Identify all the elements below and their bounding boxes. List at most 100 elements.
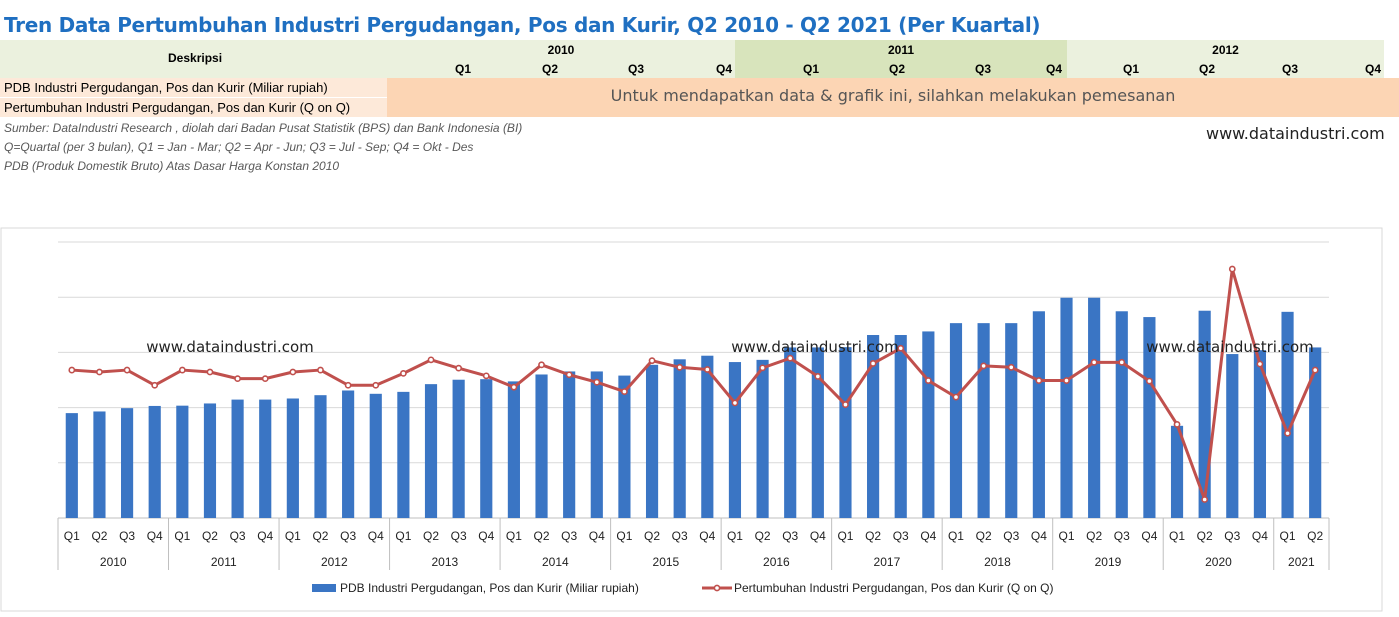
year-tick-label: 2021 — [1288, 555, 1315, 569]
table-row-label: Pertumbuhan Industri Pergudangan, Pos da… — [0, 98, 387, 117]
growth-point — [234, 375, 241, 383]
growth-point — [1035, 377, 1043, 384]
quarter-label: Q4 — [1365, 62, 1382, 76]
quarter-tick-label: Q2 — [202, 529, 218, 543]
x-axis: Q1 Q2 Q3 Q4 Q1 Q2 Q3 Q4 Q1 Q2 Q3 Q4 Q1 Q2 Q3 Q4 Q1 Q2 Q3 Q4… — [57, 518, 1330, 570]
quarter-tick-label: Q1 — [64, 529, 80, 543]
quarter-label: Q2 — [889, 62, 906, 76]
pdb-bar — [65, 413, 78, 518]
year-tick-label: 2011 — [211, 555, 237, 569]
legend-bar-swatch — [312, 584, 336, 592]
year-label: 2010 — [547, 43, 575, 57]
quarter-label: Q4 — [1046, 62, 1063, 76]
pdb-bar — [1226, 354, 1239, 518]
pdb-bar — [1309, 347, 1322, 518]
pdb-bar — [1032, 311, 1045, 518]
pdb-bar — [977, 323, 990, 518]
growth-point — [869, 360, 877, 367]
growth-point — [68, 366, 76, 374]
quarter-tick-label: Q3 — [451, 529, 467, 543]
pdb-bar — [176, 405, 189, 518]
pdb-bar — [480, 379, 493, 518]
growth-point — [759, 364, 766, 372]
quarter-tick-label: Q2 — [755, 529, 771, 543]
quarter-tick-label: Q1 — [174, 529, 190, 543]
quarter-tick-label: Q2 — [312, 529, 328, 543]
pdb-bar — [673, 359, 686, 518]
legend-bar-label: PDB Industri Pergudangan, Pos dan Kurir … — [340, 581, 639, 595]
quarter-label: Q1 — [455, 62, 472, 76]
year-header-2010: 2010 Q1 Q2 Q3 Q4 — [387, 40, 735, 78]
year-tick-label: 2017 — [874, 555, 901, 569]
pdb-bar — [949, 323, 963, 518]
pdb-bar — [1060, 297, 1073, 518]
quarter-tick-label: Q4 — [589, 529, 605, 543]
growth-point — [1118, 358, 1126, 366]
pdb-bar — [1115, 311, 1128, 518]
quarter-tick-label: Q4 — [1141, 529, 1157, 543]
quarter-tick-label: Q2 — [1086, 529, 1102, 543]
quarter-tick-label: Q2 — [644, 529, 660, 543]
quarter-tick-label: Q4 — [368, 529, 384, 543]
quarter-label: Q4 — [716, 62, 733, 76]
growth-point — [1090, 358, 1098, 366]
quarter-tick-label: Q3 — [340, 529, 356, 543]
order-message-band: Untuk mendapatkan data & grafik ini, sil… — [387, 78, 1399, 117]
quarter-label: Q3 — [975, 62, 992, 76]
description-header: Deskripsi — [168, 51, 223, 65]
quarter-tick-label: Q4 — [810, 529, 826, 543]
pdb-bar — [397, 391, 410, 518]
year-tick-label: 2018 — [984, 555, 1011, 569]
pdb-bar — [590, 371, 603, 518]
year-tick-label: 2012 — [321, 555, 348, 569]
year-header-2011: 2011 Q1 Q2 Q3 Q4 — [735, 40, 1067, 78]
quarter-label: Q2 — [542, 62, 559, 76]
growth-point — [455, 364, 463, 372]
growth-point — [648, 357, 656, 365]
pdb-bar — [1253, 350, 1267, 518]
chart-watermark: www.dataindustri.com — [1146, 338, 1314, 356]
quarter-tick-label: Q3 — [119, 529, 135, 543]
growth-point — [924, 377, 932, 384]
pdb-bar — [894, 335, 907, 518]
pdb-bar — [452, 379, 465, 518]
quarter-tick-label: Q4 — [699, 529, 715, 543]
line-series — [68, 265, 1319, 503]
quarter-label: Q3 — [628, 62, 645, 76]
pdb-bar — [867, 335, 880, 518]
growth-point — [178, 366, 186, 374]
quarter-label: Q3 — [1282, 62, 1299, 76]
quarter-tick-label: Q1 — [727, 529, 743, 543]
quarter-note: Q=Quartal (per 3 bulan), Q1 = Jan - Mar;… — [4, 140, 474, 154]
pdb-bar — [839, 347, 852, 518]
quarter-tick-label: Q1 — [285, 529, 301, 543]
quarter-tick-label: Q2 — [865, 529, 881, 543]
growth-point — [1063, 377, 1070, 384]
quarter-tick-label: Q2 — [423, 529, 439, 543]
pdb-bar — [1170, 425, 1184, 518]
year-tick-label: 2020 — [1205, 555, 1232, 569]
growth-point — [289, 368, 297, 376]
growth-point — [123, 366, 131, 374]
pdb-bar — [645, 364, 659, 518]
pdb-bar — [342, 390, 355, 518]
pdb-bar — [424, 384, 438, 518]
quarter-tick-label: Q3 — [893, 529, 909, 543]
quarter-tick-label: Q3 — [672, 529, 688, 543]
pdb-bar — [1005, 323, 1018, 518]
growth-point — [206, 368, 214, 376]
quarter-tick-label: Q3 — [1003, 529, 1019, 543]
quarter-tick-label: Q3 — [1114, 529, 1130, 543]
pdb-bar — [231, 399, 244, 518]
growth-point — [703, 366, 711, 373]
page-title: Tren Data Pertumbuhan Industri Pergudang… — [4, 13, 1041, 37]
growth-point — [1201, 496, 1209, 503]
year-tick-label: 2016 — [763, 555, 790, 569]
pdb-bar — [701, 355, 714, 518]
growth-point — [593, 378, 601, 386]
year-tick-label: 2015 — [653, 555, 680, 569]
quarter-tick-label: Q2 — [1197, 529, 1213, 543]
pdb-bar — [535, 374, 548, 518]
description-header-cell: Deskripsi — [0, 40, 387, 78]
quarter-tick-label: Q1 — [1280, 529, 1296, 543]
